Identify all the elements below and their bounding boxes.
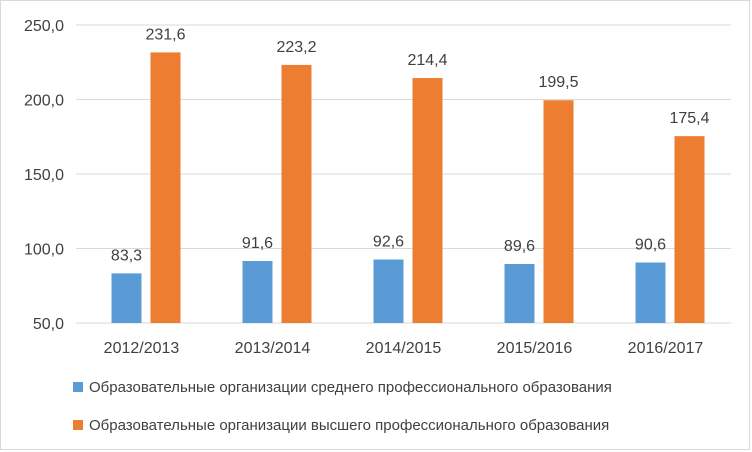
chart-legend: Образовательные организации среднего про…	[73, 376, 743, 452]
x-tick-label: 2016/2017	[628, 340, 704, 357]
bar	[543, 100, 574, 324]
x-tick-label: 2015/2016	[497, 340, 573, 357]
data-label: 223,2	[276, 39, 316, 56]
y-tick-label: 200,0	[24, 93, 64, 110]
legend-label-series-1: Образовательные организации среднего про…	[89, 378, 612, 396]
y-tick-label: 250,0	[24, 18, 64, 35]
data-label: 89,6	[504, 238, 535, 255]
x-tick-label: 2012/2013	[104, 340, 180, 357]
legend-label-series-2: Образовательные организации высшего проф…	[89, 416, 610, 434]
data-label: 91,6	[242, 235, 273, 252]
y-tick-label: 150,0	[24, 167, 64, 184]
bar	[412, 78, 443, 323]
y-tick-label: 50,0	[33, 316, 64, 333]
data-label: 214,4	[407, 52, 447, 69]
x-tick-label: 2014/2015	[366, 340, 442, 357]
bar	[111, 273, 142, 323]
data-label: 199,5	[538, 74, 578, 91]
bar	[281, 64, 312, 323]
bar	[242, 261, 273, 323]
x-tick-label: 2013/2014	[235, 340, 311, 357]
data-label: 175,4	[669, 110, 709, 127]
bar	[635, 262, 666, 323]
legend-swatch-series-1	[73, 382, 83, 392]
bar	[373, 259, 404, 323]
data-label: 231,6	[145, 26, 185, 43]
legend-item-series-1: Образовательные организации среднего про…	[73, 376, 743, 398]
data-label: 92,6	[373, 234, 404, 251]
legend-item-series-2: Образовательные организации высшего проф…	[73, 414, 743, 436]
legend-swatch-series-2	[73, 420, 83, 430]
data-label: 83,3	[111, 247, 142, 264]
bar	[150, 52, 181, 323]
y-tick-label: 100,0	[24, 242, 64, 259]
data-label: 90,6	[635, 237, 666, 254]
bar	[504, 263, 535, 323]
bar	[674, 136, 705, 323]
